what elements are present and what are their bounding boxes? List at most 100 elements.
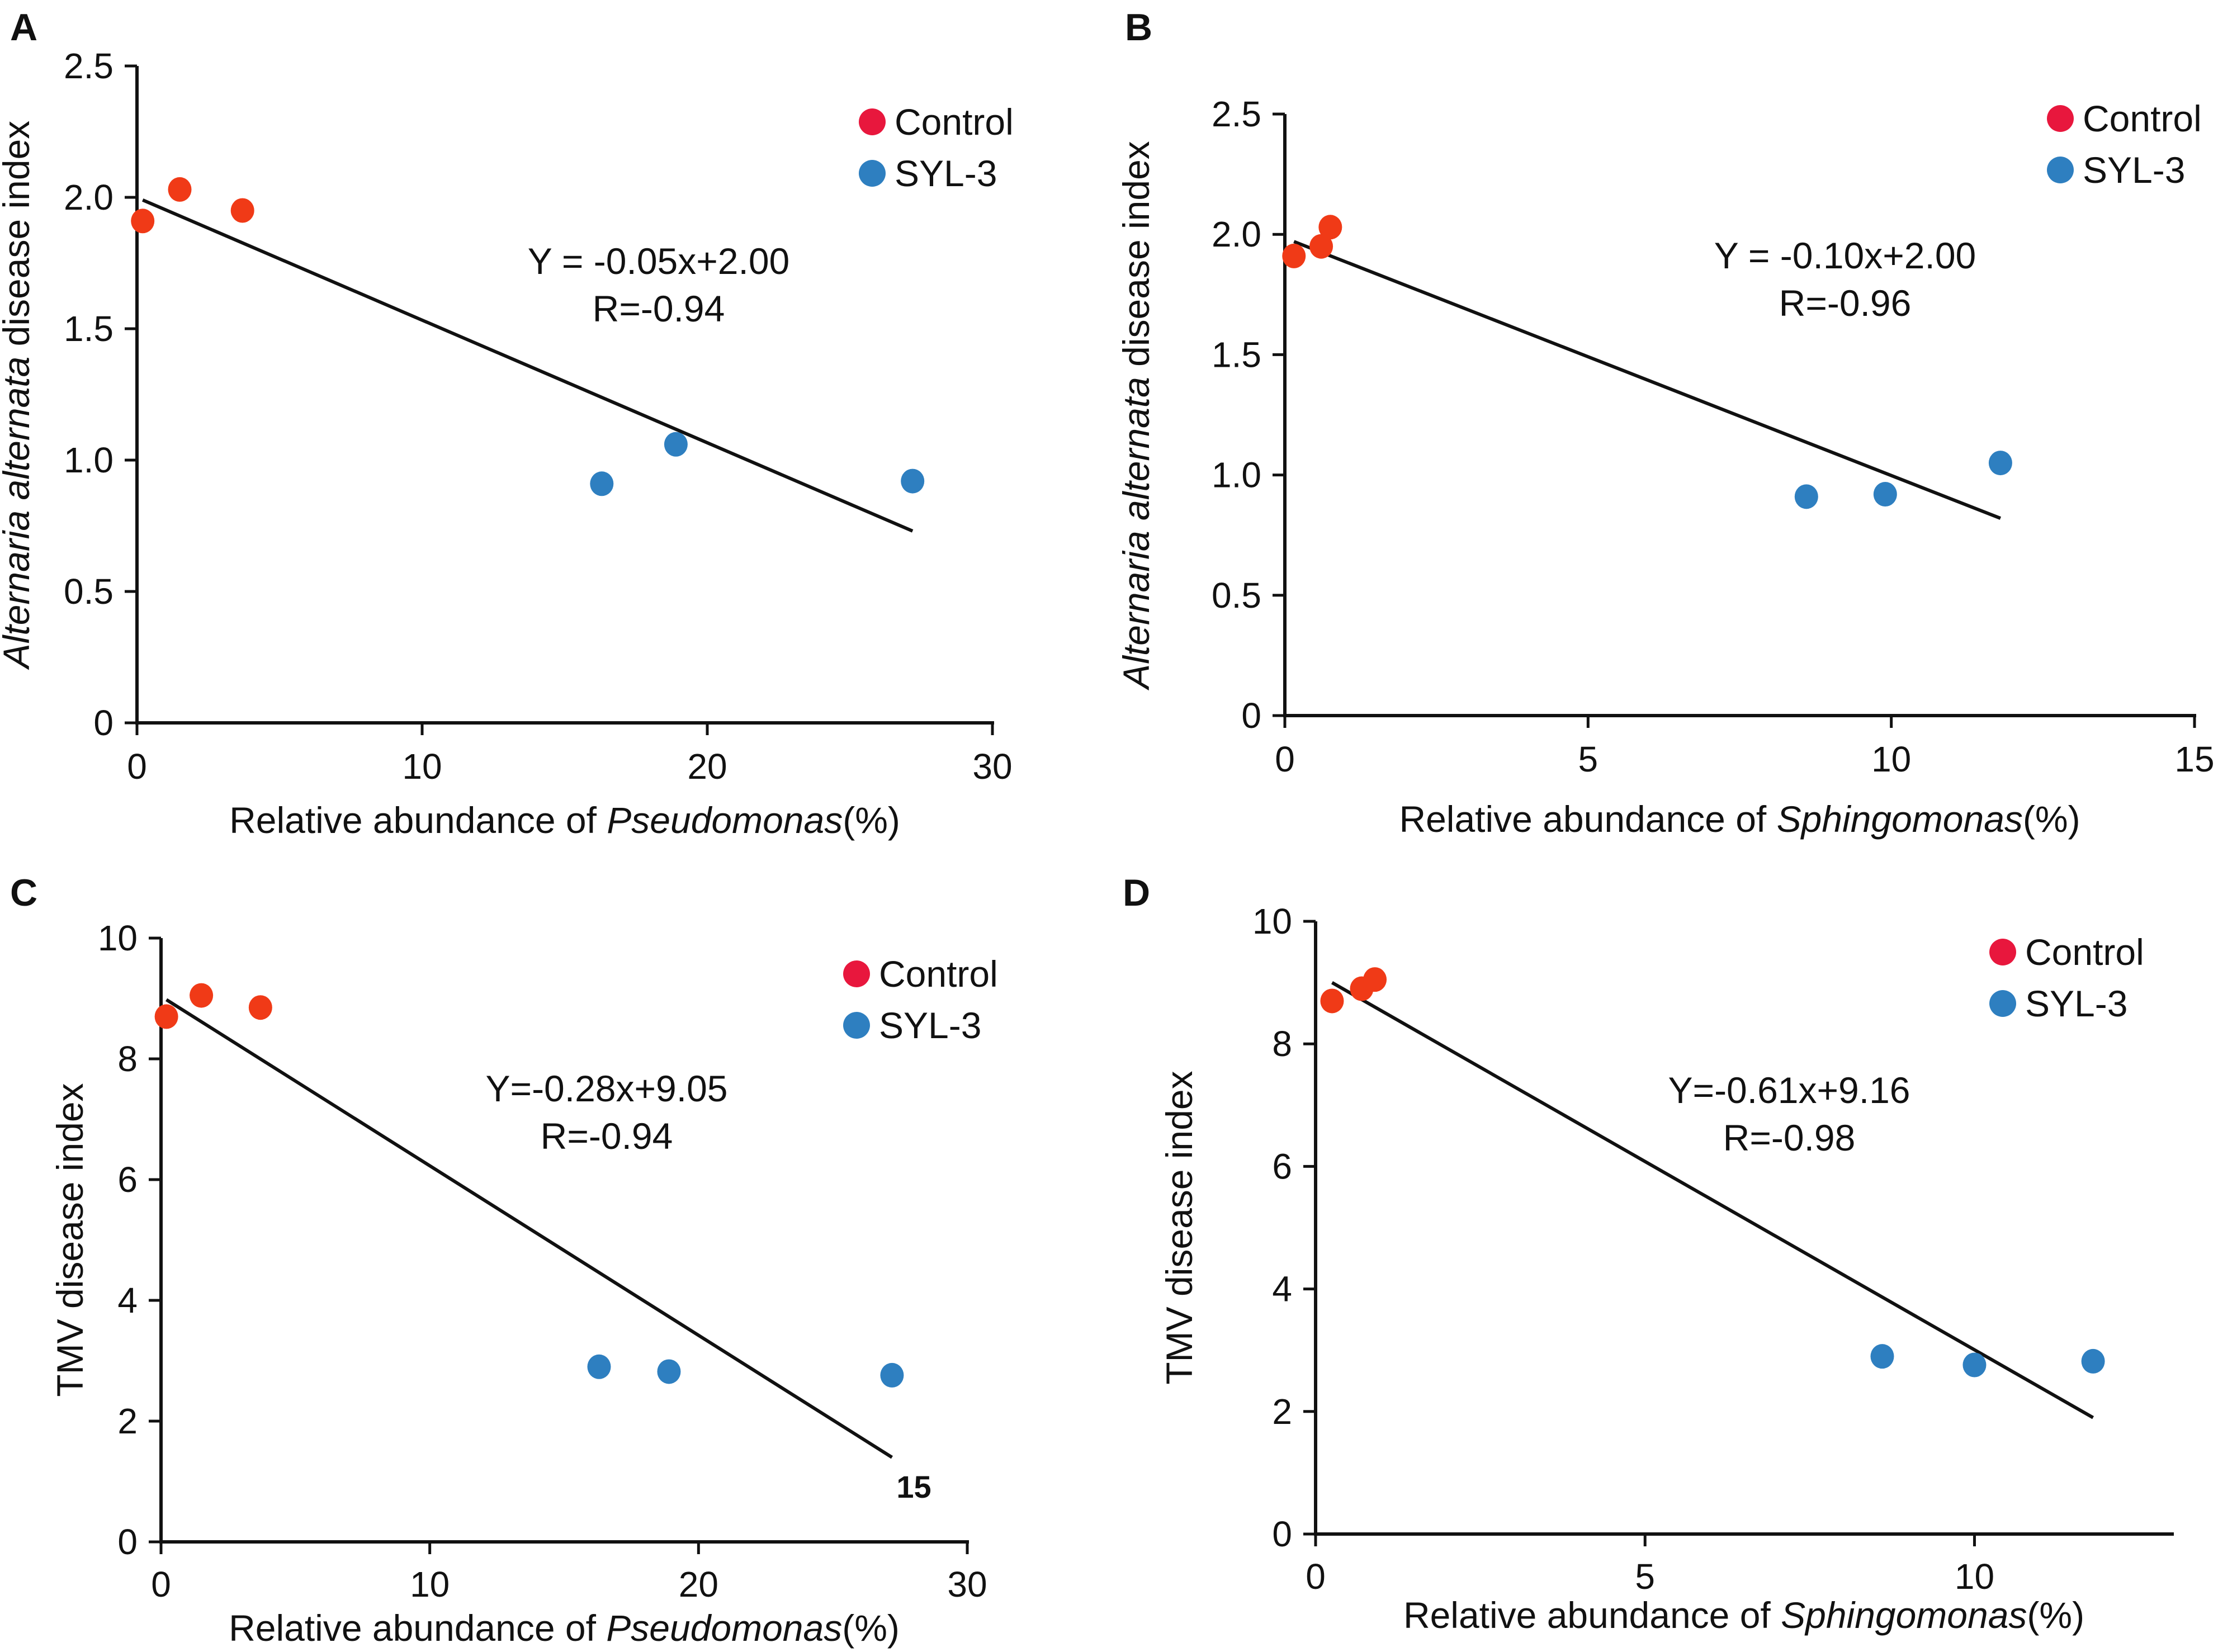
panel-d-legend-label-syl-3: SYL-3 xyxy=(2025,983,2127,1024)
panel-d-legend-label-control: Control xyxy=(2025,931,2144,973)
panel-a-x-tick-label: 30 xyxy=(972,746,1012,787)
panel-a-legend-marker-control xyxy=(859,108,886,135)
panel-b-legend-marker-control xyxy=(2047,105,2074,132)
panel-b-legend-marker-syl-3 xyxy=(2047,157,2074,183)
panel-d-x-tick-label: 10 xyxy=(1955,1556,1994,1597)
panel-b-point-syl-3 xyxy=(1988,451,2012,476)
panel-d-y-axis-title: TMV disease index xyxy=(1158,1071,1200,1384)
panel-a-legend-label-control: Control xyxy=(895,101,1014,143)
panel-a-x-tick-label: 10 xyxy=(402,746,442,787)
panel-d-point-syl-3 xyxy=(1962,1352,1987,1378)
panel-a-point-syl-3 xyxy=(901,468,925,494)
panel-c-y-tick-label: 4 xyxy=(117,1280,138,1320)
panel-a-letter: A xyxy=(10,6,37,49)
panel-c-y-axis-title: TMV disease index xyxy=(49,1083,91,1397)
panel-b-y-tick-label: 0 xyxy=(1241,695,1261,736)
panel-a-point-control xyxy=(168,177,192,202)
panel-b-y-tick-label: 1.5 xyxy=(1212,334,1261,375)
panel-b-point-control xyxy=(1282,243,1306,268)
panel-b-letter: B xyxy=(1125,6,1152,49)
panel-a-x-tick-label: 20 xyxy=(687,746,727,787)
panel-c-y-axis-title-text: TMV disease index xyxy=(49,1083,91,1397)
panel-c-x-tick-label: 10 xyxy=(410,1564,450,1604)
panel-c-y-tick-label: 8 xyxy=(117,1039,138,1079)
panel-a-x-axis-title-suffix: (%) xyxy=(843,799,900,841)
panel-a-r-value: R=-0.94 xyxy=(593,288,725,329)
panel-b-y-axis-title: Alternaria alternata disease index xyxy=(1115,141,1157,691)
panel-b-point-syl-3 xyxy=(1873,482,1897,507)
panel-c: C 0 10 20 30 0 2 4 6 8 10 TMV disease index Relative… xyxy=(10,872,998,1649)
panel-b-point-syl-3 xyxy=(1794,484,1818,509)
panel-a-y-tick-label: 2.0 xyxy=(64,177,113,217)
panel-d-y-tick-label: 8 xyxy=(1272,1024,1292,1064)
panel-d-point-control xyxy=(1363,967,1387,992)
panel-a-x-axis-title-prefix: Relative abundance of xyxy=(229,799,607,841)
panel-b-legend-label-control: Control xyxy=(2083,98,2202,139)
panel-c-x-tick-label: 30 xyxy=(947,1564,987,1604)
panel-b-y-tick-label: 1.0 xyxy=(1212,455,1261,495)
panel-a-y-axis-title-text: disease index xyxy=(0,121,37,357)
panel-a-regression-line xyxy=(142,198,914,533)
panel-d-x-tick-label: 0 xyxy=(1306,1556,1326,1597)
panel-b-point-control xyxy=(1318,215,1342,240)
panel-c-y-tick-label: 10 xyxy=(98,918,138,958)
panel-c-equation: Y=-0.28x+9.05 xyxy=(486,1068,728,1109)
panel-b-x-tick-label: 0 xyxy=(1275,739,1295,779)
panel-a-y-tick-label: 2.5 xyxy=(64,46,113,86)
panel-d-y-tick-label: 4 xyxy=(1272,1269,1292,1309)
panel-a-x-tick-label: 0 xyxy=(127,746,147,787)
panel-c-y-tick-label: 2 xyxy=(117,1401,138,1441)
panel-b-equation: Y = -0.10x+2.00 xyxy=(1714,235,1976,276)
panel-c-x-tick-label: 0 xyxy=(151,1564,171,1604)
panel-b-x-tick-label: 5 xyxy=(1578,739,1599,779)
panel-b-y-axis-title-italic: Alternaria alternata xyxy=(1115,377,1157,691)
panel-a-point-control xyxy=(131,209,155,234)
panel-c-y-tick-label: 0 xyxy=(117,1522,138,1562)
panel-d-x-tick-label: 5 xyxy=(1635,1556,1655,1597)
panel-b: B 0 5 10 15 0 0.5 1.0 1.5 2.0 2.5 Alternaria altern… xyxy=(1115,6,2215,840)
panel-b-regression-line xyxy=(1293,240,2002,520)
panel-b-x-tick-label: 10 xyxy=(1871,739,1911,779)
panel-c-point-syl-3 xyxy=(587,1354,611,1379)
panel-a: A 0 10 20 30 0 0.5 1.0 1.5 2.0 2.5 Alternaria alter… xyxy=(0,6,1014,841)
panel-c-x-axis-title-italic: Pseudomonas xyxy=(606,1607,842,1649)
panel-c-legend-marker-syl-3 xyxy=(843,1012,870,1039)
panel-c-x-axis-title: Relative abundance of Pseudomonas(%) xyxy=(229,1607,900,1649)
panel-d-point-control xyxy=(1320,988,1344,1014)
panel-c-legend-label-syl-3: SYL-3 xyxy=(879,1005,981,1046)
panel-a-y-tick-label: 0.5 xyxy=(64,571,113,612)
panel-b-y-tick-label: 2.0 xyxy=(1212,214,1261,254)
panel-d-x-axis-title-prefix: Relative abundance of xyxy=(1403,1594,1781,1636)
panel-d-x-axis-title: Relative abundance of Sphingomonas(%) xyxy=(1403,1594,2084,1636)
panel-b-x-axis-title-italic: Sphingomonas xyxy=(1777,798,2023,840)
panel-a-equation: Y = -0.05x+2.00 xyxy=(528,240,789,282)
panel-a-legend-marker-syl-3 xyxy=(859,160,886,187)
panel-a-y-axis-title: Alternaria alternata disease index xyxy=(0,121,37,671)
panel-a-y-tick-label: 1.0 xyxy=(64,440,113,480)
panel-c-x-tick-label: 20 xyxy=(679,1564,718,1604)
panel-d-letter: D xyxy=(1123,872,1150,914)
panel-d-x-axis-title-suffix: (%) xyxy=(2027,1594,2084,1636)
panel-c-regression-line xyxy=(165,998,893,1459)
panel-b-y-tick-label: 0.5 xyxy=(1212,575,1261,616)
panel-b-r-value: R=-0.96 xyxy=(1779,282,1912,324)
panel-a-y-axis-title-italic: Alternaria alternata xyxy=(0,357,37,671)
panel-b-point-control xyxy=(1309,234,1333,259)
panel-b-y-tick-label: 2.5 xyxy=(1212,94,1261,134)
panel-b-x-axis-title-prefix: Relative abundance of xyxy=(1399,798,1776,840)
panel-c-point-control xyxy=(248,995,272,1020)
panel-b-x-axis-title: Relative abundance of Sphingomonas(%) xyxy=(1399,798,2080,840)
panel-c-point-control xyxy=(154,1004,178,1029)
panel-d-equation: Y=-0.61x+9.16 xyxy=(1668,1069,1910,1111)
panel-c-point-control xyxy=(190,983,214,1008)
panel-d-y-tick-label: 0 xyxy=(1272,1514,1292,1554)
panel-d-y-tick-label: 6 xyxy=(1272,1146,1292,1186)
panel-d-y-tick-label: 2 xyxy=(1272,1391,1292,1432)
panel-b-x-tick-label: 15 xyxy=(2174,739,2214,779)
panel-a-legend-label-syl-3: SYL-3 xyxy=(895,153,997,194)
panel-a-point-syl-3 xyxy=(590,471,614,496)
panel-b-x-axis-title-suffix: (%) xyxy=(2023,798,2080,840)
panel-d-legend-marker-control xyxy=(1989,939,2016,965)
panel-d-x-axis-title-italic: Sphingomonas xyxy=(1781,1594,2027,1636)
